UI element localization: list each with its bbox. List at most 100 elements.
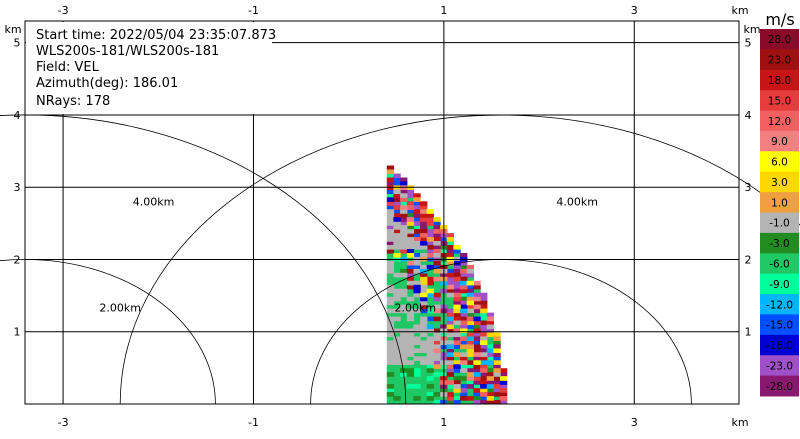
velocity-cell (393, 221, 401, 226)
velocity-cell (426, 380, 434, 385)
velocity-cell-group (386, 201, 508, 401)
velocity-cell (466, 296, 474, 302)
velocity-cell (413, 205, 421, 210)
velocity-cell (393, 292, 401, 298)
velocity-cell (426, 364, 434, 369)
velocity-cell (386, 336, 395, 341)
velocity-cell (480, 364, 488, 369)
velocity-cell (393, 396, 401, 401)
velocity-cell (400, 364, 408, 369)
velocity-cell (386, 189, 395, 194)
x-tick-label-top: -3 (58, 4, 69, 17)
velocity-cell (393, 284, 401, 290)
velocity-cell (486, 312, 494, 318)
velocity-cell (480, 328, 488, 334)
velocity-cell (386, 372, 395, 377)
velocity-cell (486, 340, 494, 345)
velocity-cell (393, 360, 401, 365)
velocity-cell (420, 352, 428, 357)
velocity-cell-group (393, 209, 508, 381)
velocity-cell (433, 368, 441, 373)
velocity-cell (393, 300, 401, 306)
velocity-cell (413, 292, 421, 298)
unit-label-top-left: km (4, 23, 21, 36)
velocity-cell (473, 300, 481, 306)
colorbar-label: -3.0 (769, 238, 790, 250)
velocity-cell (426, 312, 434, 318)
velocity-cell (446, 320, 454, 326)
velocity-cell (406, 292, 415, 298)
colorbar-label: 3.0 (771, 177, 788, 189)
velocity-cell (486, 320, 494, 326)
velocity-cell (420, 264, 428, 270)
x-tick-label-bottom: -1 (248, 416, 259, 429)
velocity-cell (420, 376, 428, 381)
velocity-cell (453, 280, 461, 286)
velocity-cell (386, 356, 395, 361)
velocity-cell (460, 360, 468, 365)
velocity-cell (400, 205, 408, 210)
velocity-cell (460, 316, 468, 322)
velocity-cell (406, 308, 415, 314)
velocity-cell (446, 316, 454, 322)
info-box: Start time: 2022/05/04 23:35:07.873 WLS2… (26, 22, 276, 114)
velocity-cell (433, 312, 441, 318)
velocity-cell (486, 356, 494, 361)
velocity-cell (446, 249, 454, 254)
velocity-cell (480, 316, 488, 322)
velocity-cell (400, 368, 408, 373)
velocity-cell (453, 249, 461, 254)
velocity-cell (386, 268, 395, 274)
velocity-cell (400, 249, 408, 254)
velocity-cell (446, 260, 454, 266)
colorbar-swatch (760, 69, 799, 91)
velocity-cell (393, 316, 401, 322)
velocity-cell (426, 344, 434, 349)
velocity-cell (426, 280, 434, 286)
velocity-cell (466, 352, 474, 357)
velocity-cell (460, 352, 468, 357)
velocity-cell (473, 308, 481, 314)
velocity-cell (400, 209, 408, 214)
colorbar-swatch (760, 110, 799, 132)
velocity-cell (400, 189, 408, 194)
velocity-cell (486, 336, 494, 341)
velocity-cell (426, 336, 434, 341)
velocity-cell (460, 392, 468, 397)
velocity-cell (480, 308, 488, 314)
velocity-cell (393, 288, 401, 294)
velocity-cell (393, 388, 401, 393)
colorbar-swatch (760, 90, 799, 112)
velocity-cell (400, 352, 408, 357)
velocity-cell (493, 348, 501, 353)
velocity-cell (420, 272, 428, 278)
velocity-cell (473, 376, 481, 381)
velocity-cell (446, 360, 454, 365)
velocity-cell (480, 352, 488, 357)
velocity-cell (433, 352, 441, 357)
velocity-cell (453, 396, 461, 401)
velocity-cell (426, 316, 434, 322)
velocity-cell (400, 197, 408, 202)
velocity-cell (420, 276, 428, 282)
colorbar-label: -28.0 (766, 381, 793, 393)
velocity-cell (420, 380, 428, 385)
velocity-cell (493, 364, 501, 369)
plot-frame (24, 20, 740, 405)
velocity-cell (393, 336, 401, 341)
velocity-cell (393, 189, 401, 194)
velocity-cell (386, 169, 395, 175)
velocity-cell (420, 392, 428, 397)
velocity-cell (406, 300, 415, 306)
velocity-cell (453, 272, 461, 278)
velocity-cell (446, 344, 454, 349)
velocity-cell (420, 205, 428, 210)
velocity-cell (433, 316, 441, 322)
velocity-cell (393, 400, 401, 404)
velocity-cell (446, 292, 454, 298)
velocity-cell (386, 213, 395, 218)
velocity-cell (453, 320, 461, 326)
colorbar-swatch (760, 334, 799, 356)
velocity-cell (446, 237, 454, 242)
velocity-cell (400, 229, 408, 234)
